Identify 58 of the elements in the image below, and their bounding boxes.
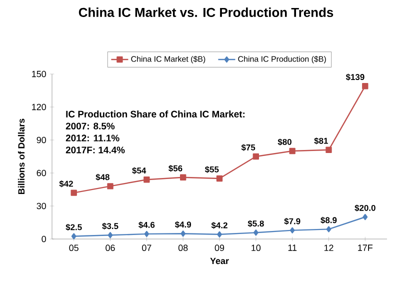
data-label: $4.2 xyxy=(211,222,228,229)
y-tick-label: 0 xyxy=(42,236,46,242)
data-label: $55 xyxy=(204,166,219,173)
point xyxy=(362,83,368,90)
annotation: 2017F: 14.4% xyxy=(66,146,125,154)
point xyxy=(71,233,76,240)
data-label: $80 xyxy=(278,138,292,146)
data-label: $20.0 xyxy=(354,204,376,212)
data-label: $75 xyxy=(241,144,256,151)
x-tick-label: 07 xyxy=(142,244,152,251)
data-label: $81 xyxy=(314,137,328,144)
data-label: $7.9 xyxy=(284,218,300,225)
point xyxy=(253,230,258,236)
y-tick-label: 150 xyxy=(32,70,46,78)
data-label: $4.9 xyxy=(174,221,192,228)
data-label: $2.5 xyxy=(66,224,82,231)
point xyxy=(289,148,296,154)
x-tick-label: 09 xyxy=(214,244,224,251)
point xyxy=(290,227,295,234)
annotation: IC Production Share of China IC Market: xyxy=(66,110,245,118)
x-tick-label: 10 xyxy=(252,244,261,251)
y-axis-title: Billions of Dollars xyxy=(18,118,25,194)
data-label: $5.8 xyxy=(248,220,264,228)
point xyxy=(326,226,332,232)
chart-title: China IC Market vs. IC Production Trends xyxy=(78,8,334,18)
y-tick-label: 90 xyxy=(36,136,46,144)
data-label: $42 xyxy=(59,180,73,188)
point xyxy=(108,232,113,238)
x-tick-label: 06 xyxy=(106,244,115,251)
point xyxy=(144,176,150,183)
point xyxy=(362,214,368,220)
x-tick-label: 11 xyxy=(288,244,297,251)
data-label: $54 xyxy=(132,167,146,174)
point xyxy=(180,230,186,237)
point xyxy=(144,230,150,238)
y-tick-label: 120 xyxy=(32,104,46,110)
point xyxy=(217,231,222,238)
data-label: $139 xyxy=(346,74,364,81)
x-axis-title: Year xyxy=(210,258,229,264)
point xyxy=(326,146,332,153)
x-tick-label: 12 xyxy=(324,244,334,251)
point xyxy=(252,153,260,160)
data-label: $3.5 xyxy=(102,222,118,230)
data-label: $48 xyxy=(96,174,110,181)
data-label: $8.9 xyxy=(320,216,337,224)
x-tick-label: 08 xyxy=(178,244,188,251)
y-tick-label: 30 xyxy=(36,202,46,210)
data-label: $4.6 xyxy=(138,222,155,228)
x-tick-label: 05 xyxy=(69,244,78,251)
y-tick-label: 60 xyxy=(36,170,46,176)
annotation: 2012: 11.1% xyxy=(66,134,120,142)
point xyxy=(70,190,77,196)
point xyxy=(216,175,223,182)
point xyxy=(180,174,186,180)
x-tick-label: 17F xyxy=(358,244,373,251)
data-label: $56 xyxy=(168,164,182,172)
annotation: 2007: 8.5% xyxy=(66,122,115,130)
point xyxy=(107,183,114,190)
